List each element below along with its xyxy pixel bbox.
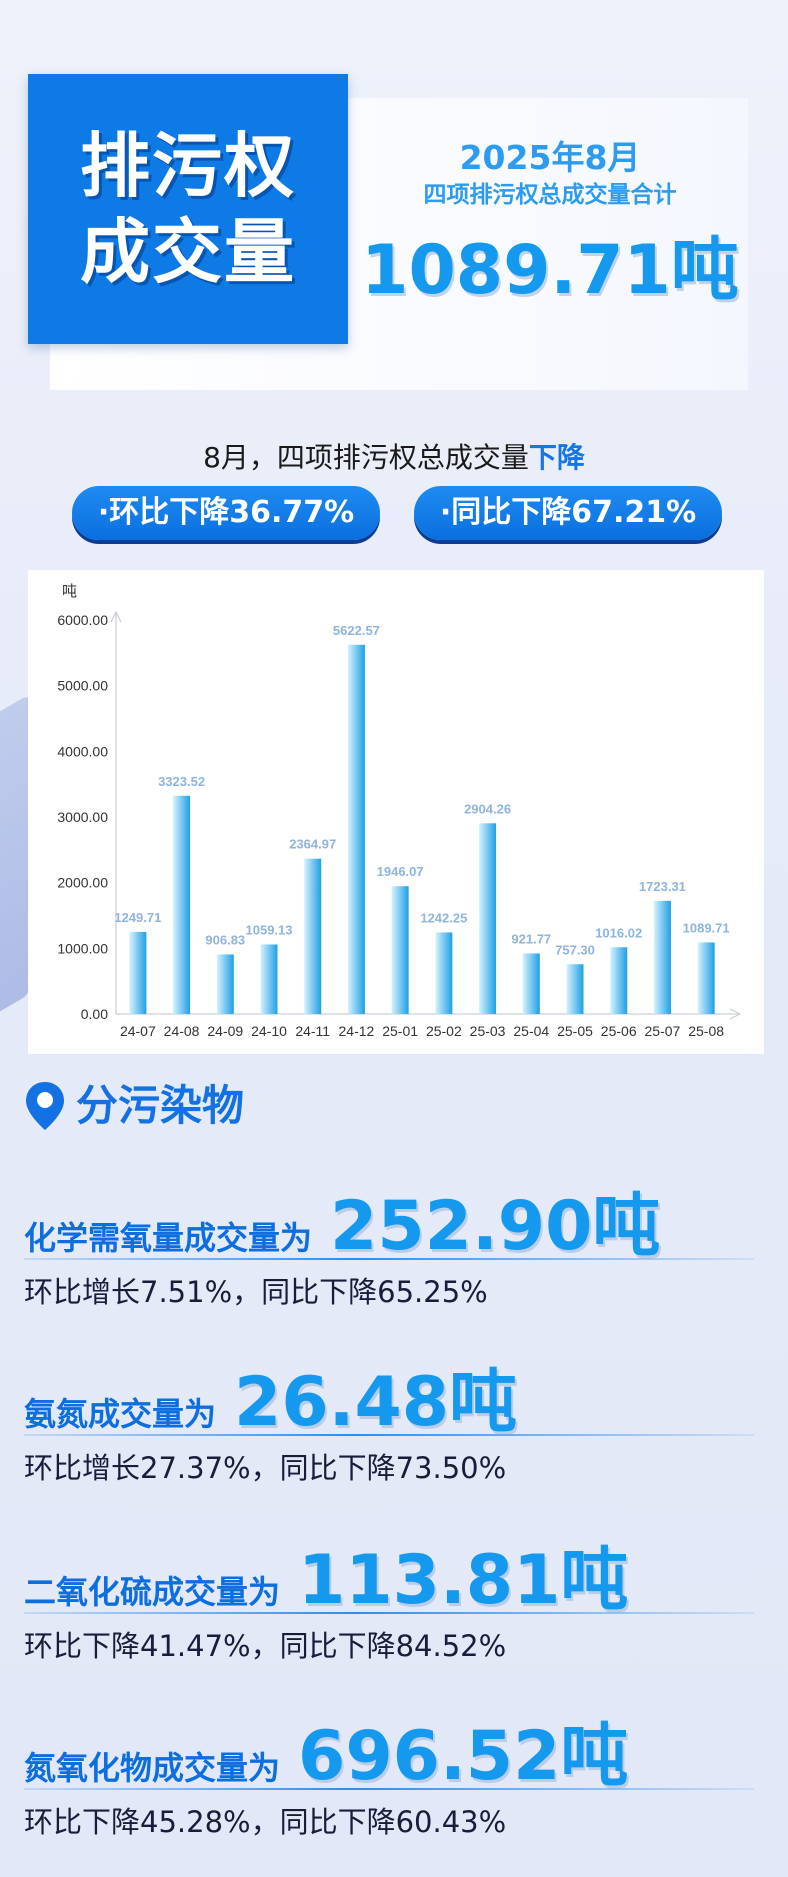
x-tick-label: 25-04 (513, 1023, 549, 1039)
hero-subtitle: 四项排污权总成交量合计 (423, 182, 677, 208)
badge-mom: ·环比下降36.77% (72, 486, 380, 540)
bar (566, 964, 584, 1014)
x-tick-label: 25-07 (645, 1023, 681, 1039)
bar (347, 644, 365, 1014)
hero-title-line1: 排污权 (80, 125, 296, 207)
bar (260, 944, 278, 1014)
divider (24, 1612, 754, 1614)
pollutant-label: 氨氮成交量为 (24, 1395, 217, 1433)
data-label: 757.30 (555, 942, 595, 957)
x-tick-label: 24-11 (295, 1023, 330, 1039)
x-tick-label: 25-05 (557, 1023, 593, 1039)
hero-month: 2025年8月 (459, 138, 641, 177)
data-label: 1242.25 (420, 910, 467, 925)
bar (697, 942, 715, 1014)
data-label: 3323.52 (158, 774, 205, 789)
pollutant-sulfur-dioxide: 二氧化硫成交量为 113.81吨 环比下降41.47%，同比下降84.52% (24, 1524, 774, 1668)
pollutant-cod: 化学需氧量成交量为 252.90吨 环比增长7.51%，同比下降65.25% (24, 1170, 774, 1314)
pollutant-value: 696.52吨 (298, 1717, 629, 1796)
y-tick-label: 3000.00 (57, 809, 108, 825)
y-tick-label: 6000.00 (57, 612, 108, 628)
x-tick-label: 25-03 (470, 1023, 506, 1039)
pollutant-value: 26.48吨 (234, 1363, 518, 1442)
y-tick-label: 4000.00 (57, 743, 108, 759)
x-tick-label: 24-09 (207, 1023, 243, 1039)
pollutant-change: 环比下降41.47%，同比下降84.52% (24, 1629, 507, 1663)
pollutant-value: 113.81吨 (298, 1541, 629, 1620)
location-pin-icon (26, 1082, 64, 1130)
x-tick-label: 25-02 (426, 1023, 462, 1039)
y-tick-label: 0.00 (81, 1006, 108, 1022)
bar (173, 795, 191, 1014)
divider (24, 1788, 754, 1790)
pollutant-label: 二氧化硫成交量为 (24, 1573, 281, 1611)
pollutant-value: 252.90吨 (330, 1187, 661, 1266)
headline-trend: 下降 (528, 441, 585, 474)
y-axis-arrow (110, 610, 122, 623)
y-tick-label: 5000.00 (57, 678, 108, 694)
x-tick-label: 24-07 (120, 1023, 156, 1039)
bar (479, 823, 497, 1014)
pollutant-change: 环比下降45.28%，同比下降60.43% (24, 1805, 507, 1839)
divider (24, 1434, 754, 1436)
x-tick-label: 24-10 (251, 1023, 287, 1039)
data-label: 1016.02 (595, 925, 642, 940)
pollutant-label: 氮氧化物成交量为 (24, 1749, 281, 1787)
x-tick-label: 24-12 (339, 1023, 375, 1039)
data-label: 906.83 (205, 932, 245, 947)
bar (435, 932, 453, 1014)
data-label: 1723.31 (639, 879, 686, 894)
bar (129, 931, 147, 1014)
hero-title-line2: 成交量 (80, 211, 296, 293)
data-label: 2904.26 (464, 801, 511, 816)
y-tick-label: 2000.00 (57, 875, 108, 891)
data-label: 921.77 (511, 931, 551, 946)
data-label: 1946.07 (377, 864, 424, 879)
data-label: 5622.57 (333, 623, 380, 638)
bar (304, 858, 322, 1014)
section-title: 分污染物 (76, 1081, 245, 1130)
x-tick-label: 24-08 (164, 1023, 200, 1039)
hero-summary: 2025年8月 四项排污权总成交量合计 1089.71吨 (360, 138, 740, 316)
x-tick-label: 25-08 (688, 1023, 724, 1039)
bar (653, 900, 671, 1014)
y-tick-label: 1000.00 (57, 940, 108, 956)
bar (610, 947, 628, 1014)
badge-yoy: ·同比下降67.21% (414, 486, 722, 540)
data-label: 2364.97 (289, 837, 336, 852)
data-label: 1059.13 (246, 922, 293, 937)
chart-card: 吨 0.00 1000.00 2000.00 3000.00 4000.00 5000.00… (28, 570, 764, 1054)
hero-total: 1089.71吨 (361, 231, 739, 310)
divider (24, 1258, 754, 1260)
x-axis-arrow (729, 1008, 742, 1020)
headline-prefix: 8月，四项排污权总成交量 (203, 441, 529, 474)
hero-title-tile: 排污权 成交量 (28, 74, 348, 344)
bar (216, 954, 234, 1014)
data-label: 1089.71 (683, 920, 730, 935)
pollutant-change: 环比增长7.51%，同比下降65.25% (24, 1275, 488, 1309)
data-label: 1249.71 (114, 910, 161, 925)
pollutant-ammonia-nitrogen: 氨氮成交量为 26.48吨 环比增长27.37%，同比下降73.50% (24, 1346, 774, 1490)
pollutant-change: 环比增长27.37%，同比下降73.50% (24, 1451, 507, 1485)
bar (522, 953, 540, 1014)
x-tick-label: 25-01 (382, 1023, 418, 1039)
bar (391, 886, 409, 1014)
decorative-shape (0, 694, 30, 1046)
y-axis-label: 吨 (62, 582, 77, 600)
headline: 8月，四项排污权总成交量下降 (0, 438, 788, 478)
x-tick-label: 25-06 (601, 1023, 637, 1039)
bar-chart: 吨 0.00 1000.00 2000.00 3000.00 4000.00 5000.00… (57, 582, 742, 1039)
pollutant-label: 化学需氧量成交量为 (24, 1219, 313, 1257)
pollutant-nitrogen-oxides: 氮氧化物成交量为 696.52吨 环比下降45.28%，同比下降60.43% (24, 1700, 774, 1844)
